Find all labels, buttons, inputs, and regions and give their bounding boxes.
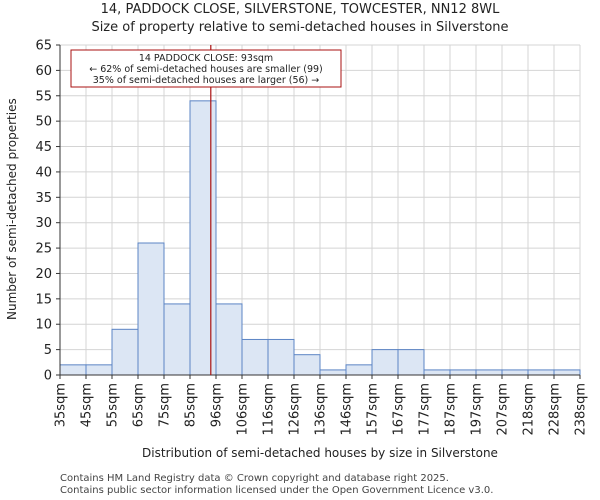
x-tick-label: 238sqm [574,383,589,436]
y-tick-label: 0 [44,369,52,384]
x-tick-label: 167sqm [392,383,407,436]
bar [215,303,243,376]
x-tick-label: 187sqm [444,383,459,436]
bar [423,369,451,376]
bar [163,303,191,376]
bar [137,242,165,376]
x-axis-label: Distribution of semi-detached houses by … [142,446,498,460]
bar [85,364,113,376]
y-tick-label: 35 [35,191,52,206]
x-tick-label: 136sqm [314,383,329,436]
y-tick-label: 20 [35,267,52,282]
bar [111,328,139,376]
y-tick-label: 25 [35,242,52,257]
y-tick-label: 50 [35,115,52,130]
y-tick-label: 10 [35,318,52,333]
x-tick-label: 146sqm [340,383,355,436]
bar [501,369,529,376]
x-tick-label: 218sqm [522,383,537,436]
x-tick-label: 96sqm [210,383,225,427]
y-axis-label: Number of semi-detached properties [5,98,19,320]
x-tick-label: 55sqm [106,383,121,427]
bar [59,364,87,376]
x-tick-label: 85sqm [184,383,199,427]
footer-line-1: Contains HM Land Registry data © Crown c… [60,473,449,484]
x-tick-label: 116sqm [262,383,277,436]
bar [241,338,269,376]
bar [293,354,321,376]
x-tick-label: 106sqm [236,383,251,436]
chart-subtitle: Size of property relative to semi-detach… [91,20,509,35]
chart-title: 14, PADDOCK CLOSE, SILVERSTONE, TOWCESTE… [100,2,500,17]
x-tick-label: 126sqm [288,383,303,436]
bar [449,369,477,376]
annotation-line: 14 PADDOCK CLOSE: 93sqm [139,53,273,64]
bar [475,369,503,376]
bar [189,100,217,376]
annotation-box [70,49,342,88]
annotation-line: 35% of semi-detached houses are larger (… [93,75,320,86]
y-tick-label: 45 [35,140,52,155]
bar [527,369,555,376]
x-tick-label: 197sqm [470,383,485,436]
bar [319,369,347,376]
x-tick-label: 207sqm [496,383,511,436]
y-tick-label: 15 [35,292,52,307]
x-tick-label: 75sqm [158,383,173,427]
x-tick-label: 35sqm [54,383,69,427]
annotation-line: ← 62% of semi-detached houses are smalle… [89,64,323,75]
y-tick-label: 5 [44,343,52,358]
y-tick-label: 30 [35,216,52,231]
bar [553,369,581,376]
y-tick-label: 65 [35,39,52,54]
x-tick-label: 65sqm [132,383,147,427]
y-tick-label: 40 [35,165,52,180]
bar [267,338,295,376]
footer-line-2: Contains public sector information licen… [60,485,494,496]
x-tick-label: 45sqm [80,383,95,427]
bar [345,364,373,376]
bar [397,349,425,376]
x-tick-label: 157sqm [366,383,381,436]
y-tick-label: 60 [35,64,52,79]
y-tick-label: 55 [35,89,52,104]
bar [371,349,399,376]
x-tick-label: 177sqm [418,383,433,436]
x-tick-label: 228sqm [548,383,563,436]
